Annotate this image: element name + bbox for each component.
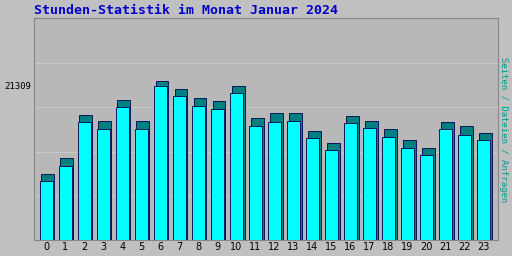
Bar	[192, 106, 205, 256]
Bar	[211, 109, 224, 256]
Bar	[154, 86, 167, 256]
Bar	[249, 126, 262, 256]
Bar	[344, 123, 357, 256]
Bar	[365, 121, 378, 256]
Bar	[173, 96, 186, 256]
Bar	[439, 129, 452, 256]
Bar	[98, 121, 112, 256]
Bar	[250, 118, 264, 256]
Bar	[41, 174, 54, 256]
Bar	[346, 116, 358, 256]
Bar	[175, 89, 187, 256]
Bar	[422, 148, 435, 256]
Bar	[308, 131, 321, 256]
Bar	[135, 129, 148, 256]
Bar	[231, 86, 245, 256]
Bar	[327, 143, 339, 256]
Bar	[460, 126, 473, 256]
Bar	[382, 137, 395, 256]
Bar	[289, 113, 302, 256]
Bar	[97, 129, 110, 256]
Bar	[420, 155, 433, 256]
Bar	[117, 100, 131, 256]
Bar	[79, 115, 92, 256]
Bar	[403, 141, 416, 256]
Bar	[325, 150, 338, 256]
Bar	[458, 135, 471, 256]
Y-axis label: Seiten / Dateien / Anfragen: Seiten / Dateien / Anfragen	[499, 57, 508, 202]
Bar	[477, 141, 490, 256]
Bar	[287, 121, 300, 256]
Bar	[363, 128, 376, 256]
Bar	[137, 121, 150, 256]
Bar	[383, 129, 397, 256]
Bar	[60, 157, 73, 256]
Bar	[479, 133, 492, 256]
Bar	[212, 101, 225, 256]
Bar	[116, 107, 129, 256]
Text: Stunden-Statistik im Monat Januar 2024: Stunden-Statistik im Monat Januar 2024	[34, 4, 338, 17]
Bar	[194, 98, 206, 256]
Bar	[306, 138, 319, 256]
Bar	[441, 122, 454, 256]
Bar	[59, 166, 72, 256]
Bar	[156, 81, 168, 256]
Bar	[230, 93, 243, 256]
Bar	[270, 113, 283, 256]
Bar	[401, 148, 414, 256]
Bar	[268, 122, 281, 256]
Bar	[40, 181, 53, 256]
Bar	[78, 122, 91, 256]
